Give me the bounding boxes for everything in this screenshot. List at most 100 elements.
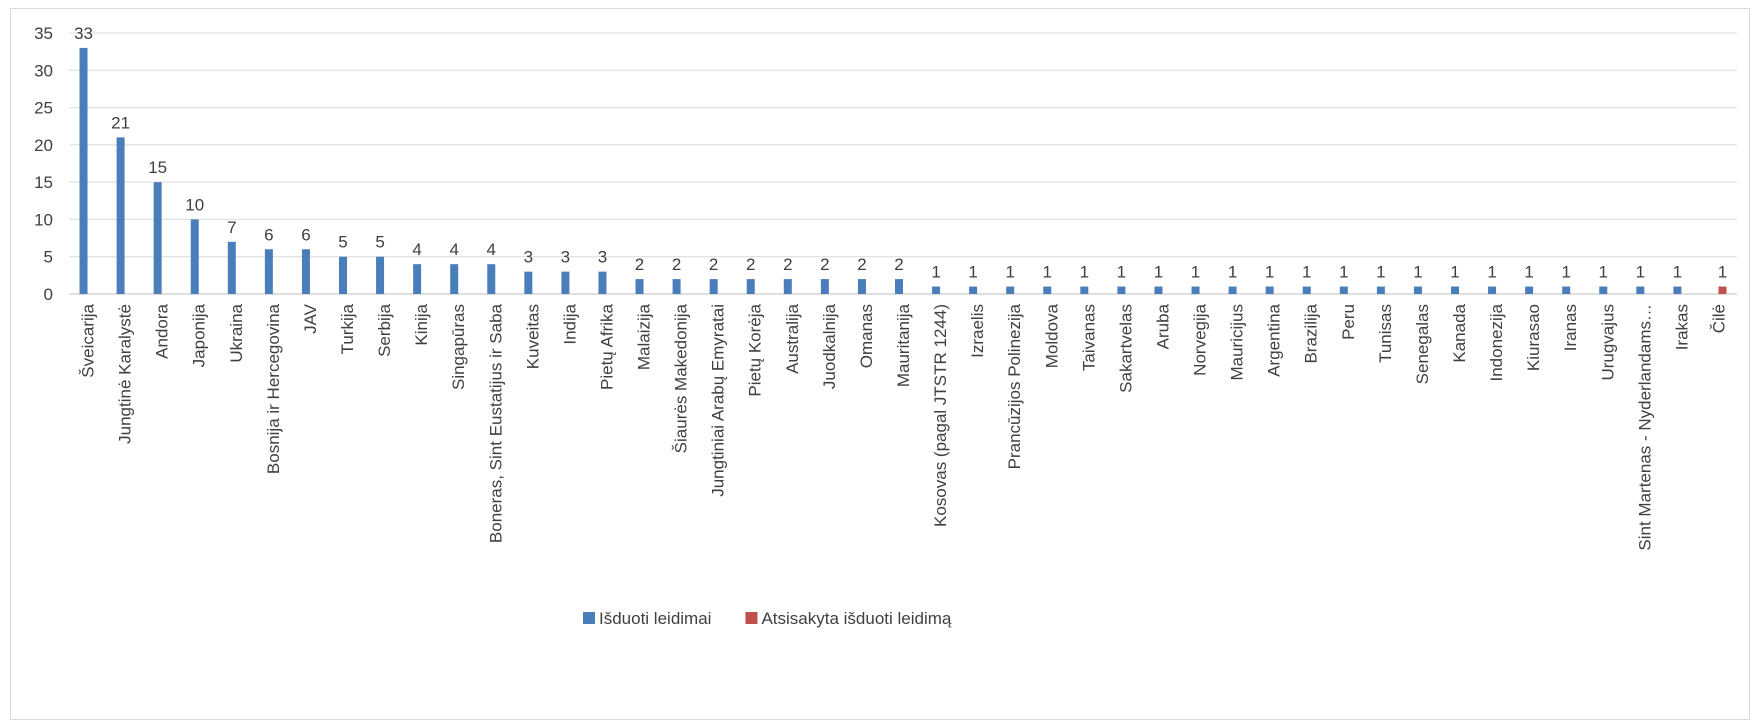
bar	[487, 264, 496, 294]
bar	[1191, 286, 1200, 294]
bar	[301, 249, 310, 294]
x-tick-label: Prancūzijos Polinezija	[1005, 303, 1024, 469]
x-tick-label: Brazilija	[1302, 303, 1321, 363]
x-tick-label: Kuveitas	[523, 304, 542, 369]
bar	[1154, 286, 1163, 294]
bar	[598, 271, 607, 294]
x-tick-label: Taivanas	[1079, 304, 1098, 371]
x-tick-label: Australija	[783, 303, 802, 373]
x-tick-label: Šiaurės Makedonija	[672, 303, 691, 453]
data-label: 3	[598, 248, 607, 267]
bar	[1117, 286, 1126, 294]
x-tick-label: JAV	[301, 303, 320, 334]
data-label: 2	[820, 255, 829, 274]
x-tick-label: Tunisas	[1376, 304, 1395, 363]
x-tick-label: Boneras, Sint Eustatijus ir Saba	[486, 303, 505, 543]
x-tick-label: Juodkalnija	[820, 303, 839, 389]
y-tick-label: 5	[44, 248, 53, 267]
bar	[1636, 286, 1645, 294]
data-label: 1	[1376, 263, 1385, 282]
bar	[1265, 286, 1274, 294]
x-tick-label: Šveicarija	[79, 303, 98, 377]
bar	[1228, 286, 1237, 294]
data-label: 1	[1154, 263, 1163, 282]
x-tick-label: Kiurasao	[1524, 304, 1543, 371]
bar	[1302, 286, 1311, 294]
data-label: 2	[672, 255, 681, 274]
data-label: 1	[1673, 263, 1682, 282]
bar	[932, 286, 941, 294]
bar	[672, 279, 681, 294]
y-tick-label: 25	[34, 99, 53, 118]
data-label: 1	[1524, 263, 1533, 282]
y-tick-label: 20	[34, 136, 53, 155]
x-tick-label: Sint Martenas - Nyderlandams…	[1635, 304, 1654, 551]
bar	[857, 279, 866, 294]
bar	[1599, 286, 1608, 294]
bar	[969, 286, 978, 294]
data-label: 4	[412, 240, 421, 259]
x-tick-label: Turkija	[338, 303, 357, 354]
data-label: 1	[1228, 263, 1237, 282]
bar	[264, 249, 273, 294]
bar	[709, 279, 718, 294]
bar	[1043, 286, 1052, 294]
data-label: 1	[1413, 263, 1422, 282]
data-label: 2	[709, 255, 718, 274]
data-label: 1	[1191, 263, 1200, 282]
x-tick-label: Malaizija	[635, 303, 654, 370]
x-tick-label: Mauricijus	[1228, 304, 1247, 381]
data-label: 2	[857, 255, 866, 274]
x-tick-label: Andora	[153, 303, 172, 358]
x-tick-label: Serbija	[375, 303, 394, 356]
bar	[1413, 286, 1422, 294]
chart-area: 0 5 10 15 20 25 30 35 33 21 15 10 7 6 6 5 5 4 4 4 3 3 3 2 2 2 2 2 2…	[10, 8, 1750, 720]
bar	[153, 182, 162, 294]
x-tick-label: Singapūras	[449, 304, 468, 390]
data-label: 2	[746, 255, 755, 274]
data-label: 1	[931, 263, 940, 282]
data-label: 1	[1599, 263, 1608, 282]
x-tick-label: Indija	[560, 303, 579, 344]
x-tick-label: Peru	[1339, 304, 1358, 340]
data-label: 2	[635, 255, 644, 274]
data-label: 1	[1636, 263, 1645, 282]
x-tick-label: Urugvajus	[1598, 304, 1617, 381]
data-label: 21	[111, 113, 130, 132]
x-tick-label: Jungtinė Karalystė	[116, 304, 135, 444]
x-tick-label: Japonija	[190, 303, 209, 367]
x-tick-label: Aruba	[1153, 303, 1172, 349]
bar	[561, 271, 570, 294]
y-tick-label: 15	[34, 173, 53, 192]
data-label: 3	[561, 248, 570, 267]
x-tick-label: Kinija	[412, 303, 431, 345]
x-tick-label: Pietų Afrika	[597, 303, 616, 390]
x-tick-label: Čilė	[1709, 304, 1728, 333]
data-label: 6	[301, 225, 310, 244]
bar	[820, 279, 829, 294]
bar	[1339, 286, 1348, 294]
x-tick-label: Jungtiniai Arabų Emyratai	[709, 304, 728, 497]
data-label: 4	[487, 240, 496, 259]
data-label: 1	[1005, 263, 1014, 282]
bar	[746, 279, 755, 294]
y-tick-label: 30	[34, 61, 53, 80]
x-tick-label: Argentina	[1265, 303, 1284, 376]
data-label: 1	[1718, 263, 1727, 282]
x-tick-label: Senegalas	[1413, 304, 1432, 384]
x-tick-label: Pietų Korėja	[746, 303, 765, 396]
legend-swatch	[745, 612, 758, 624]
x-tick-label: Izraelis	[968, 304, 987, 358]
x-tick-label: Bosnija ir Hercegovina	[264, 303, 283, 474]
x-tick-label: Ukraina	[227, 303, 246, 362]
data-label: 2	[894, 255, 903, 274]
data-label: 6	[264, 225, 273, 244]
bar	[1080, 286, 1089, 294]
bar	[413, 264, 422, 294]
bar	[1562, 286, 1571, 294]
x-tick-label: Kanada	[1450, 303, 1469, 362]
data-label: 7	[227, 218, 236, 237]
y-tick-label: 0	[44, 285, 53, 304]
bar	[635, 279, 644, 294]
